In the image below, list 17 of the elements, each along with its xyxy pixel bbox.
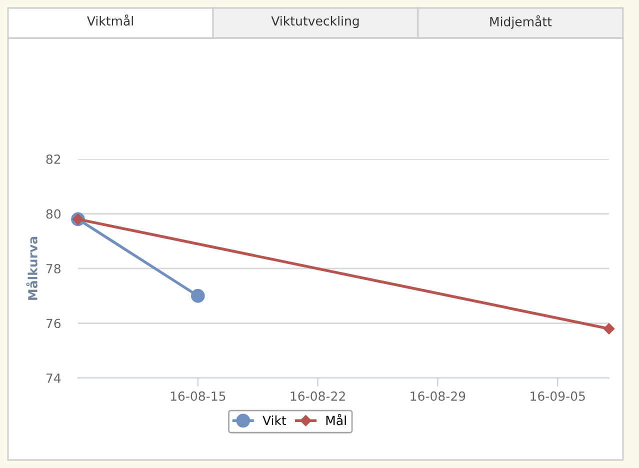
y-tick-label: 74 [46,374,61,383]
y-axis-title: Målkurva [26,236,38,300]
y-tick-label: 78 [46,264,60,274]
legend-label: Mål [326,414,346,426]
point [190,288,205,303]
y-tick-label: 82 [46,154,60,164]
text: Viktmål [87,14,133,26]
x-tick-label: 16-08-15 [170,391,226,401]
x-tick-label: 16-09-05 [530,391,585,401]
x-tick-label: 16-08-22 [290,391,345,401]
x-tick-label: 16-08-29 [410,391,466,401]
text: Viktutveckling [271,16,359,28]
text: Midjemått [490,15,552,29]
y-tick-label: 76 [46,318,61,328]
point [603,323,615,334]
legend-label: Vikt [262,416,286,426]
y-tick-label: 80 [46,209,61,219]
